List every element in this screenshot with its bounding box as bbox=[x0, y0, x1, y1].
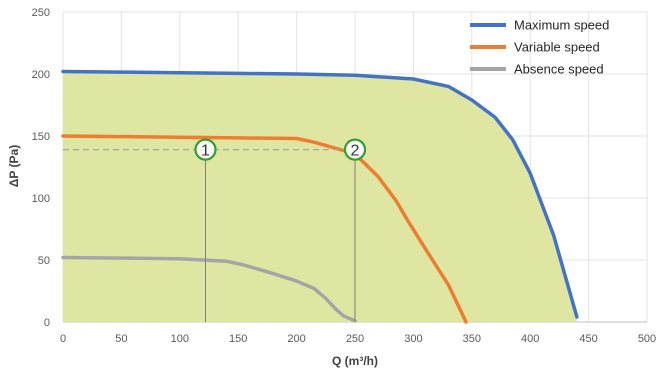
series-line-maximum-speed bbox=[61, 69, 579, 319]
legend-label-2: Variable speed bbox=[514, 40, 600, 55]
y-tick-label: 250 bbox=[32, 7, 50, 19]
marker-circle-1 bbox=[194, 138, 217, 161]
y-tick-label: 200 bbox=[32, 69, 50, 81]
x-tick-label: 500 bbox=[638, 333, 656, 345]
x-tick-label: 100 bbox=[171, 333, 189, 345]
legend-label-1: Maximum speed bbox=[514, 18, 609, 33]
x-tick-label: 150 bbox=[229, 333, 247, 345]
x-tick-label: 200 bbox=[287, 333, 305, 345]
x-tick-labels: 0 50 100 150 200 250 300 350 400 450 500 bbox=[60, 333, 656, 345]
x-tick-label: 450 bbox=[579, 333, 597, 345]
x-tick-label: 300 bbox=[404, 333, 422, 345]
marker-label-2: 2 bbox=[351, 143, 360, 160]
y-tick-label: 0 bbox=[44, 317, 50, 329]
x-tick-label: 0 bbox=[60, 333, 66, 345]
x-tick-label: 250 bbox=[346, 333, 364, 345]
shaded-operating-area bbox=[63, 71, 577, 322]
x-tick-label: 50 bbox=[115, 333, 127, 345]
y-axis-title: ΔP (Pa) bbox=[7, 145, 21, 187]
x-tick-label: 400 bbox=[521, 333, 539, 345]
x-tick-label: 350 bbox=[463, 333, 481, 345]
shaded-area bbox=[63, 71, 577, 322]
legend-label-3: Absence speed bbox=[514, 62, 604, 77]
y-tick-label: 100 bbox=[32, 193, 50, 205]
y-tick-label: 50 bbox=[38, 255, 50, 267]
y-tick-label: 150 bbox=[32, 131, 50, 143]
legend: Maximum speed Variable speed Absence speed bbox=[470, 18, 609, 77]
marker-label-1: 1 bbox=[201, 143, 210, 160]
y-tick-labels: 0 50 100 150 200 250 bbox=[32, 7, 50, 329]
marker-circle-2 bbox=[343, 138, 367, 161]
series-line-absence-speed bbox=[61, 255, 357, 323]
x-axis-title: Q (m³/h) bbox=[332, 354, 378, 368]
